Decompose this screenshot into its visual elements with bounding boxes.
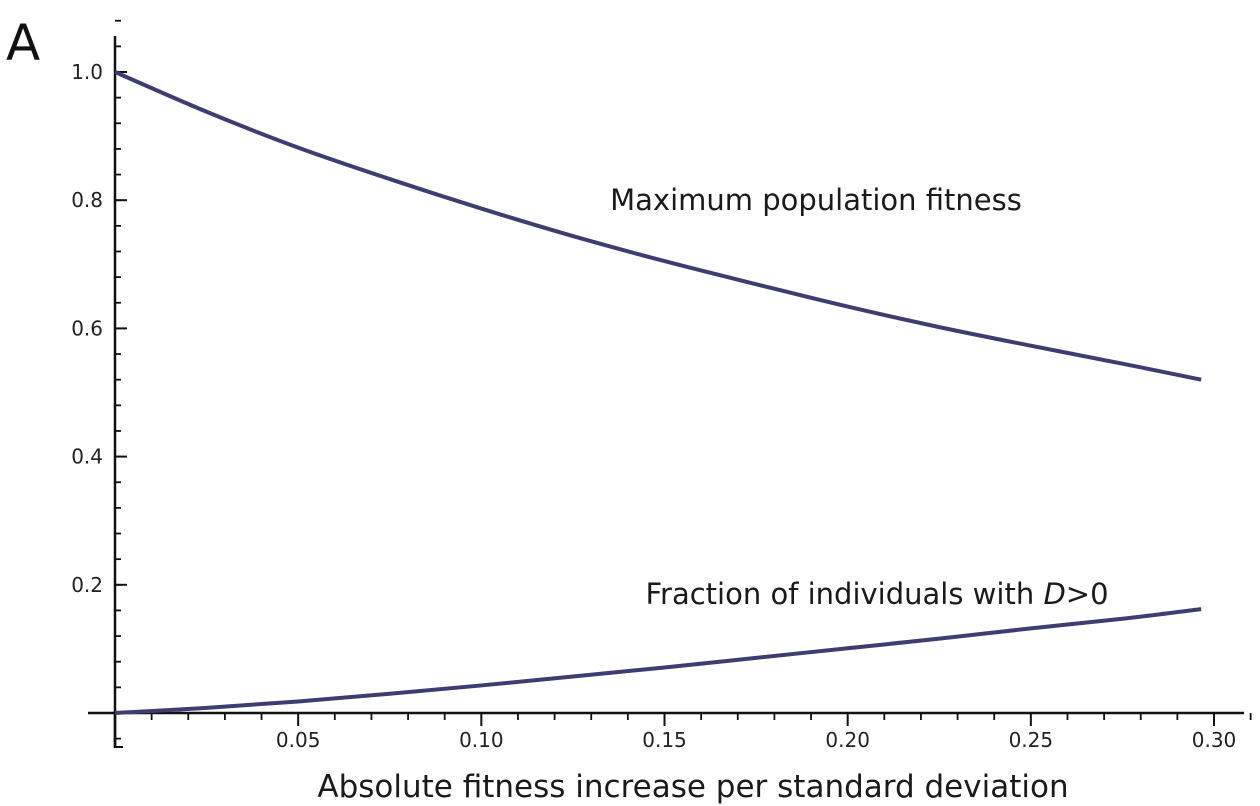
series-lines bbox=[114, 70, 1202, 715]
x-tick-label: 0.25 bbox=[1009, 728, 1054, 752]
x-axis-label: Absolute fitness increase per standard d… bbox=[317, 769, 1068, 805]
ticks: 0.2 0.4 0.6 0.8 1.0 0.05 0.10 0.15 0.20 0.25 0.30 bbox=[71, 19, 1252, 752]
axes bbox=[88, 36, 1244, 748]
x-tick-label: 0.05 bbox=[276, 728, 321, 752]
series-line-1 bbox=[114, 607, 1202, 715]
panel-letter: A bbox=[6, 14, 41, 72]
y-tick-label: 0.2 bbox=[71, 573, 103, 597]
y-tick-label: 0.6 bbox=[71, 316, 103, 340]
x-tick-label: 0.10 bbox=[459, 728, 504, 752]
series-label-0: Maximum population fitness bbox=[610, 183, 1022, 217]
x-tick-label: 0.20 bbox=[825, 728, 870, 752]
y-tick-label: 1.0 bbox=[71, 60, 103, 84]
x-tick-label: 0.15 bbox=[642, 728, 687, 752]
y-tick-label: 0.8 bbox=[71, 188, 103, 212]
y-tick-label: 0.4 bbox=[71, 445, 103, 469]
series-label-1: Fraction of individuals with D>0 bbox=[645, 577, 1108, 611]
x-tick-label: 0.30 bbox=[1192, 728, 1237, 752]
series-line-0 bbox=[114, 70, 1202, 382]
series-labels: Maximum population fitness Fraction of in… bbox=[610, 183, 1108, 611]
